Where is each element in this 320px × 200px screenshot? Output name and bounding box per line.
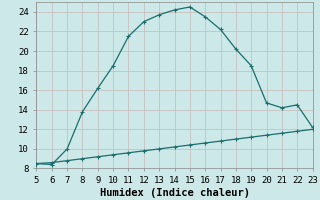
X-axis label: Humidex (Indice chaleur): Humidex (Indice chaleur) [100,188,250,198]
